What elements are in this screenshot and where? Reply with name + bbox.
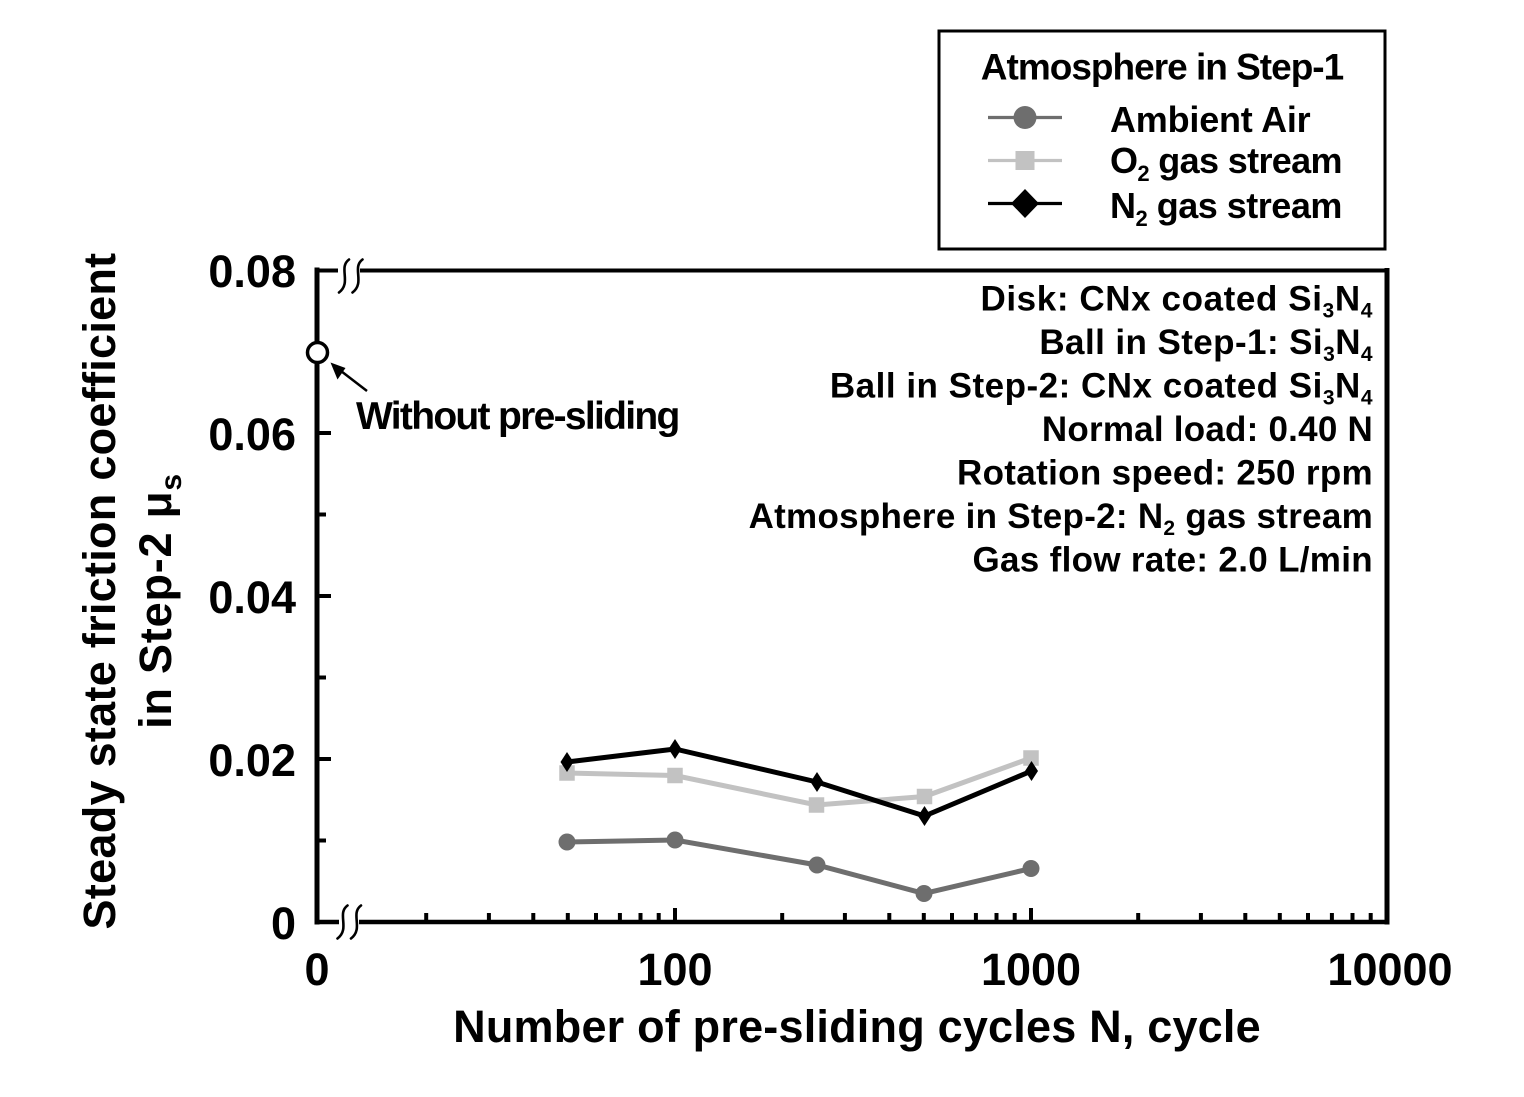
svg-text:Atmosphere in Step-1: Atmosphere in Step-1	[981, 47, 1344, 88]
svg-text:Ball in Step-1: Si3N4: Ball in Step-1: Si3N4	[1039, 323, 1373, 366]
svg-text:Rotation speed: 250 rpm: Rotation speed: 250 rpm	[957, 454, 1373, 493]
svg-text:in Step-2 μs: in Step-2 μs	[130, 473, 188, 729]
svg-text:10000: 10000	[1327, 944, 1452, 995]
svg-text:Ambient Air: Ambient Air	[1110, 99, 1311, 140]
svg-text:0: 0	[304, 944, 329, 995]
svg-text:Without pre-sliding: Without pre-sliding	[356, 395, 679, 438]
svg-text:O2 gas stream: O2 gas stream	[1110, 140, 1342, 186]
svg-text:0.06: 0.06	[208, 409, 296, 460]
svg-text:Ball in Step-2: CNx coated Si3: Ball in Step-2: CNx coated Si3N4	[830, 367, 1373, 410]
svg-text:Normal load: 0.40 N: Normal load: 0.40 N	[1042, 410, 1373, 449]
svg-text:0: 0	[271, 898, 296, 949]
svg-text:0.02: 0.02	[208, 735, 296, 786]
svg-text:0.04: 0.04	[208, 572, 296, 623]
svg-text:Disk: CNx coated Si3N4: Disk: CNx coated Si3N4	[980, 280, 1373, 323]
svg-text:100: 100	[637, 944, 712, 995]
svg-text:Gas flow rate: 2.0 L/min: Gas flow rate: 2.0 L/min	[972, 541, 1373, 580]
svg-text:0.08: 0.08	[208, 246, 296, 297]
svg-text:Steady state friction coeffici: Steady state friction coefficient	[74, 253, 125, 930]
svg-text:1000: 1000	[981, 944, 1081, 995]
svg-text:Atmosphere in Step-2: N2 gas s: Atmosphere in Step-2: N2 gas stream	[749, 497, 1373, 540]
svg-text:N2 gas stream: N2 gas stream	[1110, 185, 1342, 231]
svg-text:Number of pre-sliding cycles N: Number of pre-sliding cycles N, cycle	[453, 1001, 1261, 1052]
